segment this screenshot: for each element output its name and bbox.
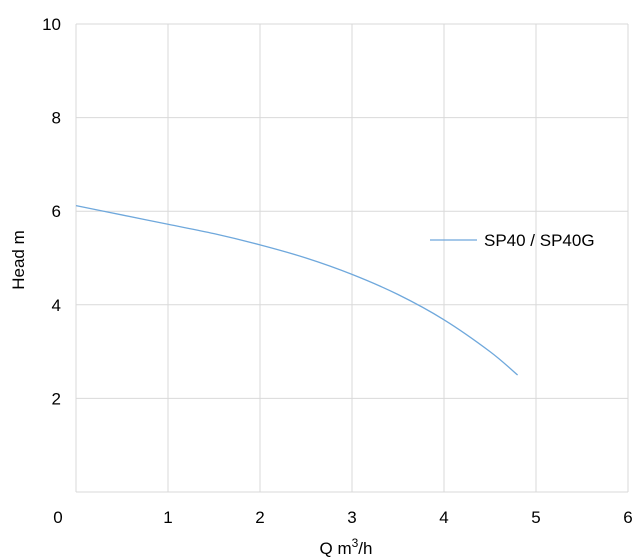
y-tick-label: 4: [52, 296, 61, 315]
y-tick-labels: 2 4 6 8 10: [42, 15, 61, 408]
plot-frame: [75, 24, 628, 493]
x-tick-label: 1: [163, 508, 172, 527]
x-tick-label: 5: [531, 508, 540, 527]
y-tick-label: 10: [42, 15, 61, 34]
y-axis-label: Head m: [9, 230, 28, 290]
y-tick-label: 8: [52, 109, 61, 128]
x-tick-label: 4: [439, 508, 448, 527]
x-axis-label-main: Q m: [320, 539, 352, 558]
series-group: [75, 204, 519, 376]
x-tick-label: 0: [53, 508, 62, 527]
legend: SP40 / SP40G: [430, 231, 595, 250]
legend-label-sp40: SP40 / SP40G: [484, 231, 595, 250]
x-tick-label: 6: [623, 508, 632, 527]
x-axis-label-suffix: /h: [358, 539, 372, 558]
x-tick-label: 2: [255, 508, 264, 527]
x-axis-label-superscript: 3: [352, 536, 359, 550]
x-tick-labels: 0 1 2 3 4 5 6: [53, 508, 632, 527]
series-line: [75, 204, 519, 376]
y-tick-label: 6: [52, 202, 61, 221]
y-tick-label: 2: [52, 389, 61, 408]
x-axis-label: Q m3/h: [320, 536, 373, 558]
x-tick-label: 3: [347, 508, 356, 527]
grid-lines: [76, 23, 629, 492]
